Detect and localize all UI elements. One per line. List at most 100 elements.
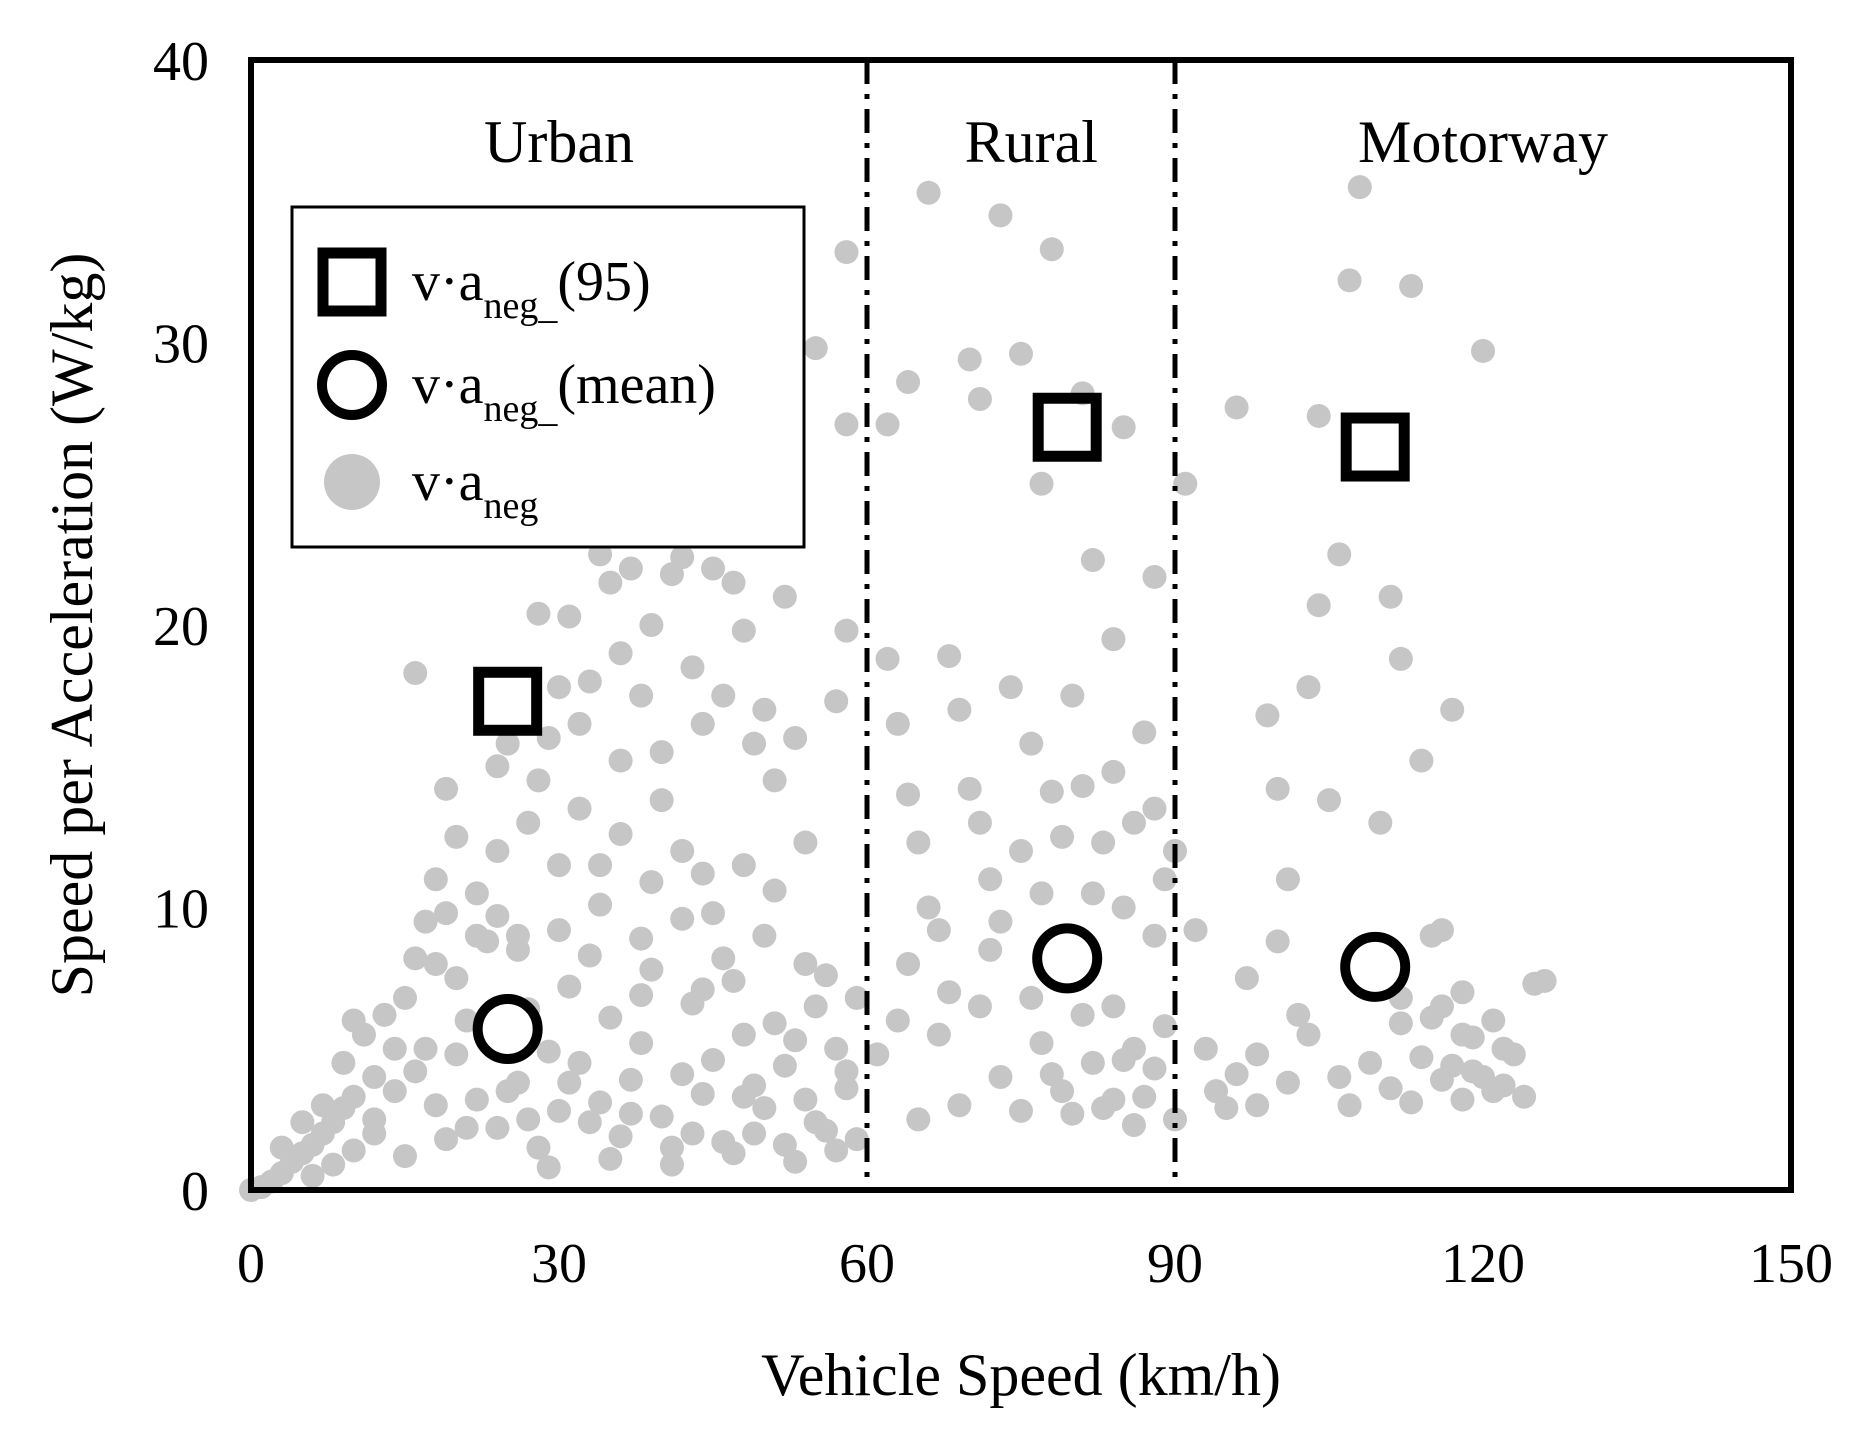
data-point (937, 980, 962, 1005)
data-point (1234, 966, 1259, 991)
data-point (659, 1135, 684, 1160)
data-point (464, 1087, 489, 1112)
data-point (1409, 1045, 1434, 1070)
data-point (762, 878, 787, 903)
data-point (464, 923, 489, 948)
data-point (803, 336, 828, 361)
p95-square-marker (1340, 412, 1410, 482)
data-point (1368, 810, 1393, 835)
data-point (547, 853, 571, 878)
data-point (547, 675, 571, 700)
mean-circle-marker (1032, 923, 1103, 994)
region-label: Rural (965, 109, 1098, 175)
data-point (947, 1093, 972, 1118)
data-point (1286, 1002, 1311, 1027)
x-axis-title: Vehicle Speed (km/h) (761, 1342, 1281, 1408)
data-point (967, 387, 992, 411)
data-point (403, 946, 428, 971)
data-point (290, 1110, 315, 1135)
data-point (526, 1135, 551, 1160)
data-point (947, 697, 972, 722)
data-point (423, 1093, 448, 1118)
data-point (824, 689, 849, 714)
data-point (434, 776, 459, 801)
data-point (629, 1031, 654, 1056)
data-point (680, 1121, 705, 1146)
data-point (1121, 1113, 1146, 1138)
y-axis-title: Speed per Acceleration (W/kg) (39, 253, 105, 998)
data-point (1121, 810, 1146, 835)
data-point (423, 952, 448, 976)
data-point (1019, 985, 1044, 1010)
data-point (1501, 1042, 1526, 1067)
data-point (649, 788, 674, 813)
data-point (403, 1059, 428, 1084)
data-point (1163, 1107, 1187, 1132)
data-point (485, 1115, 510, 1140)
data-point (341, 1084, 366, 1109)
data-point (1080, 548, 1105, 573)
data-point (957, 776, 982, 801)
data-point (865, 1042, 890, 1067)
data-point (1265, 929, 1290, 954)
data-point (762, 768, 787, 793)
data-point (937, 644, 962, 669)
data-point (1358, 1050, 1383, 1075)
data-point (1009, 1098, 1033, 1123)
y-tick-label: 0 (181, 1161, 209, 1223)
data-point (896, 952, 921, 976)
data-point (1471, 338, 1495, 363)
data-point (547, 918, 571, 943)
data-point (875, 412, 900, 437)
mean-circle-marker (1340, 931, 1411, 1002)
data-point (608, 822, 633, 847)
data-point (1245, 1093, 1270, 1118)
data-point (926, 1022, 951, 1047)
data-point (639, 870, 664, 895)
data-point (526, 768, 551, 793)
data-point (998, 675, 1023, 700)
data-point (721, 570, 746, 595)
data-point (916, 180, 941, 205)
data-point (300, 1163, 325, 1188)
data-point (731, 618, 756, 643)
data-point (485, 754, 510, 779)
data-point (1091, 830, 1116, 855)
data-point (588, 892, 613, 917)
data-point (772, 1053, 797, 1078)
legend-label-suffix: (mean) (557, 354, 716, 416)
data-point (1142, 564, 1167, 589)
data-point (1429, 918, 1454, 943)
data-point (1101, 1087, 1126, 1112)
data-point (690, 711, 715, 736)
data-point (1399, 1090, 1424, 1115)
data-point (1347, 175, 1372, 200)
data-point (670, 1062, 695, 1087)
data-point (1388, 646, 1413, 671)
data-point (1409, 748, 1434, 773)
data-point (444, 966, 469, 991)
data-point (1440, 1053, 1465, 1078)
data-point (793, 1087, 818, 1112)
data-point (423, 867, 448, 892)
data-point (444, 824, 469, 849)
data-point (1142, 1056, 1167, 1081)
data-point (321, 1152, 346, 1177)
data-point (803, 1110, 828, 1135)
data-point (690, 977, 715, 1002)
data-point (834, 240, 859, 265)
data-point (639, 613, 664, 637)
axis-ticks: 0 30 60 90 120 150 0 10 20 30 40 (153, 31, 1833, 1295)
data-point (434, 1127, 459, 1152)
legend-label-base: v·a (412, 451, 484, 513)
data-point (875, 646, 900, 671)
data-point (372, 1002, 397, 1027)
p95-square-marker (1032, 392, 1102, 462)
data-point (547, 1098, 571, 1123)
data-point (1070, 1002, 1095, 1027)
data-point (967, 810, 992, 835)
data-point (967, 994, 992, 1019)
region-label: Motorway (1358, 109, 1608, 175)
data-point (618, 556, 643, 581)
